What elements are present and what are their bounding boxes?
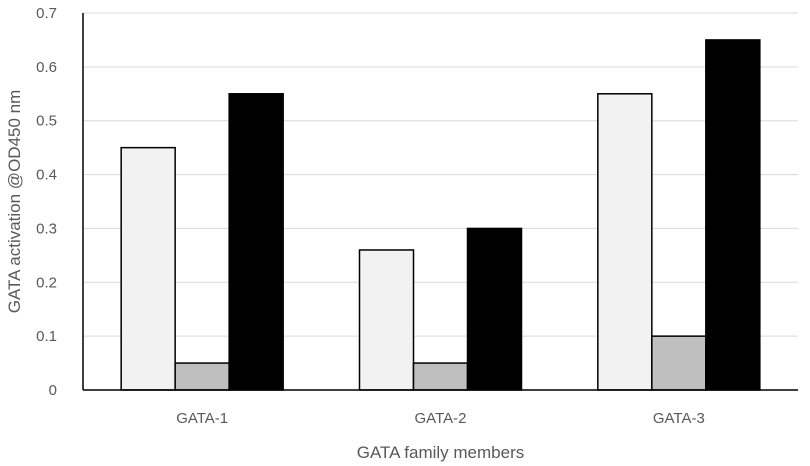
bar-gata-2-series-1 [358, 249, 415, 391]
bar-gata-2-series-2 [412, 362, 469, 391]
y-tick-label: 0.5 [36, 113, 57, 130]
y-axis-title: GATA activation @OD450 nm [5, 90, 24, 314]
y-tick-label: 0.7 [36, 5, 57, 22]
x-axis-title: GATA family members [357, 443, 525, 462]
y-tick-label: 0.2 [36, 274, 57, 291]
y-tick-labels: 0 0.1 0.2 0.3 0.4 0.5 0.6 0.7 [36, 5, 57, 399]
bar-gata-1-series-1 [120, 146, 176, 391]
bar-gata-3-series-2 [651, 335, 707, 391]
bar-gata-1-series-2 [174, 362, 230, 391]
y-tick-label: 0.1 [36, 328, 57, 345]
y-tick-label: 0 [49, 382, 57, 399]
x-tick-label: GATA-2 [415, 410, 467, 427]
gridlines [83, 12, 798, 337]
x-tick-label: GATA-1 [176, 410, 228, 427]
y-tick-label: 0.4 [36, 167, 57, 184]
bar-gata-3-series-1 [597, 93, 653, 391]
bar-gata-1-series-3 [228, 93, 284, 391]
y-tick-label: 0.3 [36, 220, 57, 237]
x-tick-label: GATA-3 [653, 410, 705, 427]
bars [120, 39, 761, 391]
bar-gata-3-series-3 [705, 39, 761, 391]
x-tick-labels: GATA-1 GATA-2 GATA-3 [176, 410, 705, 427]
bar-gata-2-series-3 [466, 227, 523, 391]
y-tick-label: 0.6 [36, 59, 57, 76]
